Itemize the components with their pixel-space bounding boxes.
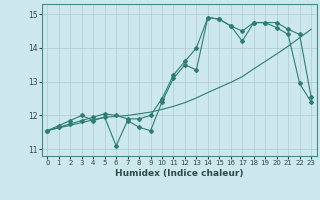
X-axis label: Humidex (Indice chaleur): Humidex (Indice chaleur) [115,169,244,178]
